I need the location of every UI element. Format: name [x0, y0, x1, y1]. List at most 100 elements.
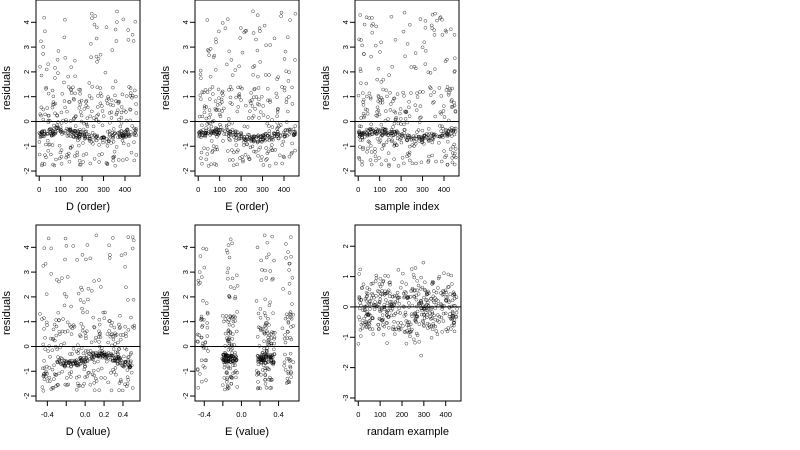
data-point [251, 73, 255, 77]
data-point [77, 162, 82, 167]
data-point [263, 73, 268, 77]
data-point [55, 114, 59, 118]
data-point [264, 348, 269, 353]
data-point [106, 139, 111, 143]
data-point [367, 325, 371, 329]
data-point [259, 258, 263, 263]
data-point [208, 47, 213, 51]
data-point [291, 312, 296, 317]
data-point [280, 326, 285, 331]
data-point [227, 158, 232, 162]
data-point [234, 136, 238, 140]
data-point [57, 279, 61, 284]
data-point [241, 159, 245, 164]
data-point [97, 388, 101, 392]
data-point [389, 14, 394, 19]
data-point [98, 91, 103, 96]
data-point [116, 355, 121, 360]
data-point [272, 347, 276, 352]
data-point [249, 91, 253, 95]
data-point [290, 302, 294, 306]
data-point [443, 28, 448, 33]
data-point [70, 352, 74, 356]
data-point [91, 138, 96, 142]
x-tick-label: 300 [416, 185, 429, 194]
x-axis-label: sample index [375, 201, 440, 213]
data-point [114, 332, 119, 337]
data-point [283, 368, 288, 372]
data-point [283, 49, 288, 54]
data-point [450, 151, 455, 155]
data-point [402, 131, 406, 135]
data-point [209, 162, 213, 167]
data-point [214, 40, 218, 44]
y-tick-label: -1 [22, 143, 31, 150]
data-point [417, 135, 422, 140]
data-point [195, 367, 200, 371]
data-point [123, 251, 128, 256]
data-point [77, 99, 82, 104]
data-point [63, 330, 67, 334]
data-point [265, 121, 269, 126]
data-point [410, 314, 414, 318]
data-point [104, 140, 109, 144]
data-point [116, 131, 120, 135]
data-point [384, 298, 388, 302]
data-point [279, 10, 284, 15]
data-point [357, 134, 362, 139]
data-point [448, 87, 452, 91]
data-point [283, 352, 287, 357]
data-point [265, 240, 270, 245]
data-point [231, 319, 236, 324]
data-point [109, 353, 114, 357]
data-point [291, 324, 295, 328]
data-point [126, 378, 131, 382]
data-point [269, 137, 274, 142]
data-point [233, 68, 238, 72]
data-point [436, 276, 441, 281]
data-point [223, 317, 228, 321]
data-point [409, 65, 414, 69]
data-point [417, 322, 422, 326]
data-point [359, 38, 363, 42]
data-point [449, 105, 454, 109]
data-point [377, 112, 382, 117]
data-point [430, 12, 435, 17]
data-point [238, 85, 243, 90]
x-axis-label: randam example [367, 426, 449, 438]
data-point [423, 49, 428, 53]
data-point [126, 328, 131, 332]
data-point [200, 90, 205, 94]
data-point [438, 124, 442, 128]
data-point [361, 111, 366, 116]
data-point [231, 324, 235, 328]
data-point [374, 273, 379, 278]
data-point [107, 329, 111, 333]
plot-frame [194, 224, 300, 402]
data-point [41, 342, 45, 347]
data-point [385, 341, 389, 345]
data-point [401, 304, 406, 309]
data-point [396, 296, 400, 300]
data-point [87, 137, 92, 141]
data-point [373, 300, 377, 304]
data-point [388, 300, 392, 304]
data-point [220, 21, 225, 25]
data-point [104, 25, 109, 29]
data-point [383, 273, 387, 278]
data-point [202, 110, 207, 115]
data-point [403, 313, 408, 317]
data-point [60, 329, 65, 334]
data-point [446, 298, 451, 303]
data-point [85, 374, 89, 379]
data-point [375, 129, 380, 133]
data-point [52, 123, 56, 128]
data-point [438, 15, 443, 19]
data-point [381, 332, 386, 337]
data-point [381, 323, 385, 327]
data-point [251, 139, 256, 144]
data-point [249, 101, 253, 105]
data-point [415, 279, 419, 283]
data-point [258, 60, 262, 64]
